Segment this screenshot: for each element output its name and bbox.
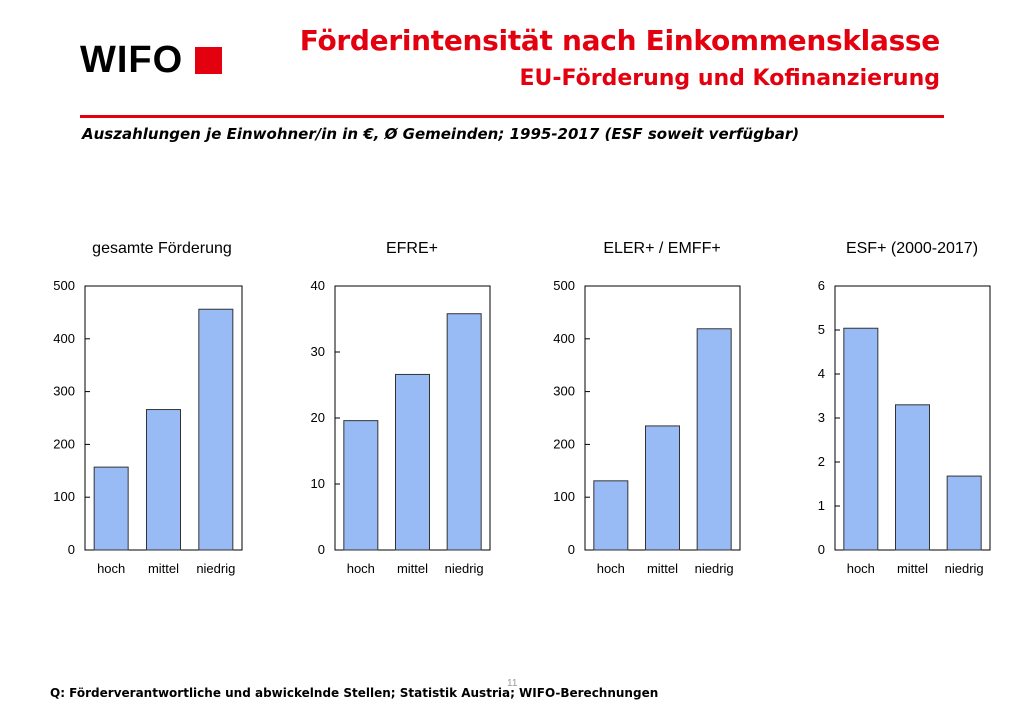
x-tick-label: niedrig [445,561,484,576]
y-tick-label: 0 [818,542,825,557]
bar-mittel [146,409,181,551]
bar-mittel [395,373,430,551]
y-tick-label: 100 [553,489,575,504]
chart-title: EFRE+ [386,240,438,257]
y-tick-label: 3 [818,410,825,425]
y-tick-label: 1 [818,498,825,513]
bar-hoch [93,466,129,551]
x-tick-label: mittel [647,561,678,576]
y-tick-label: 200 [53,436,75,451]
y-tick-label: 40 [311,278,325,293]
y-tick-label: 30 [311,344,325,359]
y-tick-label: 500 [553,278,575,293]
logo-square-icon [195,46,223,74]
x-tick-label: hoch [847,561,875,576]
title-divider [80,115,944,118]
y-tick-label: 20 [311,410,325,425]
chart-title: ELER+ / EMFF+ [603,240,720,257]
chart-caption: Auszahlungen je Einwohner/in in €, Ø Gem… [82,125,800,143]
source-note: Q: Förderverantwortliche und abwickelnde… [50,686,659,700]
y-tick-label: 400 [553,331,575,346]
y-tick-label: 0 [318,542,325,557]
y-tick-label: 500 [53,278,75,293]
x-tick-label: mittel [897,561,928,576]
x-tick-label: hoch [597,561,625,576]
y-tick-label: 300 [53,384,75,399]
x-tick-label: mittel [148,561,179,576]
y-tick-label: 5 [818,322,825,337]
y-tick-label: 100 [53,489,75,504]
wifo-logo: WIFO [80,39,223,81]
x-tick-label: niedrig [945,561,984,576]
y-tick-label: 400 [53,331,75,346]
y-tick-label: 300 [553,384,575,399]
y-tick-label: 0 [68,542,75,557]
bar-mittel [895,404,930,551]
page-title: Förderintensität nach Einkommensklasse [299,24,941,57]
y-tick-label: 2 [818,454,825,469]
bar-niedrig [198,308,234,551]
chart-title: gesamte Förderung [92,240,232,257]
y-tick-label: 10 [311,476,325,491]
logo-text: WIFO [80,39,184,81]
bar-hoch [843,327,879,551]
bar-hoch [593,480,629,551]
x-tick-label: niedrig [196,561,235,576]
bar-mittel [645,425,680,551]
y-tick-label: 200 [553,436,575,451]
page-subtitle: EU-Förderung und Kofinanzierung [519,66,940,91]
bar-niedrig [446,313,482,551]
chart-title: ESF+ (2000-2017) [846,240,978,257]
page-number: 11 [507,678,518,689]
bar-hoch [343,420,379,551]
y-tick-label: 6 [818,278,825,293]
x-tick-label: mittel [397,561,428,576]
x-tick-label: niedrig [695,561,734,576]
x-tick-label: hoch [97,561,125,576]
bar-niedrig [696,328,732,551]
bar-niedrig [946,475,982,551]
y-tick-label: 0 [568,542,575,557]
x-tick-label: hoch [347,561,375,576]
y-tick-label: 4 [818,366,825,381]
